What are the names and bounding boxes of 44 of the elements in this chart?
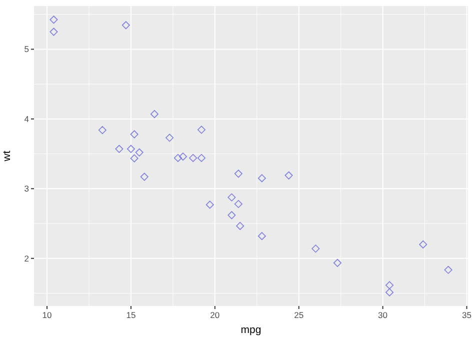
x-tick-label: 15 — [126, 310, 136, 320]
point — [50, 16, 58, 24]
point — [130, 130, 138, 138]
point — [126, 144, 135, 153]
point — [234, 200, 242, 208]
point — [179, 152, 188, 161]
point — [166, 134, 174, 142]
point — [197, 126, 206, 134]
point — [419, 240, 428, 248]
x-tick-label: 35 — [462, 310, 472, 320]
point — [50, 28, 58, 36]
point — [122, 21, 130, 30]
y-axis-title: wt — [1, 150, 13, 162]
point — [386, 288, 394, 296]
point — [150, 110, 158, 118]
point — [130, 154, 138, 162]
point — [386, 281, 394, 290]
point — [206, 200, 214, 209]
point — [115, 144, 124, 153]
point — [135, 148, 144, 156]
x-tick-label: 20 — [210, 310, 220, 320]
point — [236, 222, 244, 230]
x-axis-title: mpg — [240, 324, 262, 336]
x-tick-label: 25 — [294, 310, 304, 320]
y-tick-label: 4 — [24, 114, 30, 124]
point — [444, 266, 452, 274]
point — [333, 258, 342, 267]
point — [258, 232, 266, 240]
point — [234, 170, 242, 178]
x-tick-label: 10 — [42, 310, 52, 320]
y-tick-label: 2 — [24, 253, 30, 264]
point — [140, 172, 148, 181]
x-tick-label: 30 — [378, 310, 388, 320]
point — [258, 174, 266, 182]
point — [98, 126, 106, 134]
point — [228, 211, 236, 220]
y-tick-label: 5 — [24, 44, 30, 54]
point — [197, 154, 206, 162]
point — [228, 193, 236, 202]
point — [189, 154, 198, 162]
point — [312, 244, 320, 253]
point — [174, 154, 182, 162]
point — [284, 171, 293, 180]
y-tick-label: 3 — [24, 184, 30, 194]
